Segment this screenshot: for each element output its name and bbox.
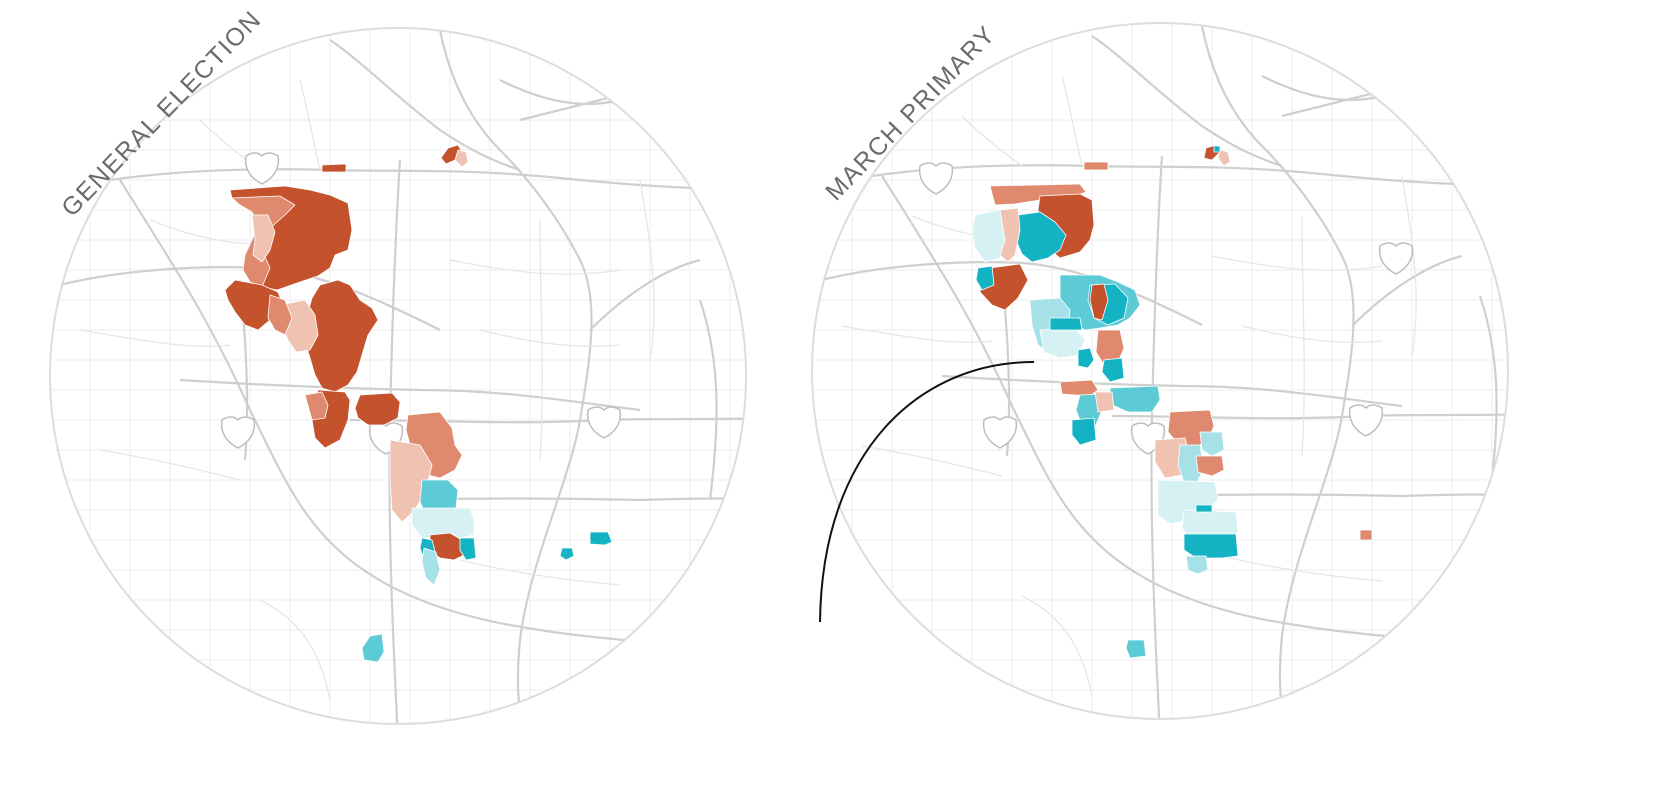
highway-shield-icon: [244, 152, 280, 185]
precinct-dark-cyan: [1071, 417, 1097, 446]
highway-shield-icon: [220, 416, 256, 449]
precinct-light-red: [1195, 455, 1225, 477]
precinct-light-red: [1359, 529, 1373, 541]
street-grid: [812, 23, 1508, 719]
precinct-mid-cyan: [361, 633, 385, 663]
precinct-dark-red: [354, 392, 401, 426]
precinct-dark-cyan: [1077, 347, 1095, 369]
precinct-light-red: [304, 391, 329, 421]
precinct-dark-cyan: [1213, 145, 1221, 153]
precinct-pale-red: [454, 149, 469, 168]
highway-shield-icon: [586, 406, 622, 439]
march-primary-label: MARCH PRIMARY: [820, 20, 1001, 206]
map-outline: [49, 27, 747, 725]
general-election-map: GENERAL ELECTION: [49, 5, 747, 725]
precinct-light-cyan: [1185, 555, 1209, 575]
highway-shield-icon: [1378, 242, 1414, 275]
highway-shield-icon: [1348, 404, 1384, 437]
precinct-light-cyan: [1199, 431, 1225, 457]
march-primary-map: MARCH PRIMARY: [811, 20, 1509, 720]
precinct-dark-cyan: [559, 547, 575, 561]
precinct-mid-cyan: [1125, 639, 1147, 659]
precinct-light-red: [1083, 161, 1109, 171]
precinct-dark-red: [1089, 283, 1109, 321]
highway-shield-icon: [918, 162, 954, 195]
precinct-pale-red: [999, 207, 1021, 263]
precinct-pale-red: [1217, 149, 1231, 167]
precinct-dark-cyan: [459, 537, 477, 561]
major-roads: [821, 25, 1508, 719]
precinct-dark-cyan: [1183, 533, 1239, 559]
precinct-pale-red: [251, 214, 276, 263]
precinct-pale-red: [1094, 391, 1115, 413]
precinct-light-red: [267, 294, 293, 336]
precinct-faint-cyan: [411, 507, 475, 539]
general-precincts: [224, 144, 613, 663]
precinct-light-cyan: [421, 547, 441, 586]
precinct-dark-cyan: [589, 531, 613, 546]
precinct-mid-cyan: [1109, 385, 1161, 413]
minor-roads: [79, 79, 655, 701]
precinct-dark-cyan: [1101, 357, 1125, 383]
primary-basemap: [812, 23, 1508, 719]
precinct-dark-cyan: [975, 265, 995, 291]
precinct-dark-red: [321, 163, 347, 173]
precinct-dark-cyan: [1049, 317, 1083, 331]
general-basemap: [50, 28, 746, 724]
precinct-light-red: [1059, 379, 1099, 397]
highway-shield-icon: [982, 416, 1018, 449]
connector-arc: [819, 361, 1035, 623]
primary-precincts: [971, 144, 1373, 659]
map-outline: [811, 22, 1509, 720]
precinct-dark-cyan: [1195, 504, 1213, 513]
